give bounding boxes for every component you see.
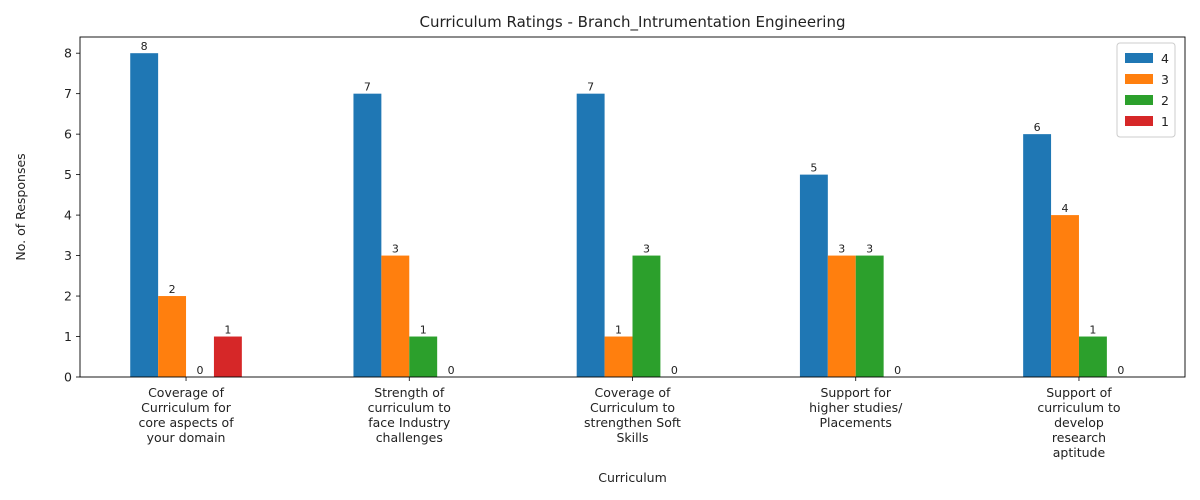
x-tick-label-line: Coverage of [595,385,672,400]
data-label: 1 [420,324,427,337]
x-tick-label-line: Strength of [374,385,445,400]
y-tick-label: 8 [64,46,72,61]
bar-series-4-cat-4 [1023,134,1052,377]
y-tick-label: 3 [64,248,72,263]
x-tick-label-line: Curriculum to [590,400,675,415]
x-tick-label: Coverage of Curriculum for core aspects of… [138,385,234,445]
bar-series-3-cat-4 [1051,215,1079,377]
y-tick-label: 4 [64,208,72,223]
data-label: 0 [448,364,455,377]
data-label: 2 [169,283,176,296]
y-tick-label: 7 [64,86,72,101]
bar-series-3-cat-1 [381,255,410,377]
x-tick-label-line: strengthen Soft [584,415,681,430]
x-tick-label: Support for higher studies/Placements [809,385,903,430]
data-label: 4 [1062,202,1069,215]
data-label: 0 [671,364,678,377]
legend-swatch-4 [1125,53,1153,63]
data-label: 0 [1117,364,1124,377]
data-label: 8 [141,40,148,53]
data-label: 3 [866,243,873,256]
bar-series-2-cat-3 [855,255,884,377]
x-tick-label-line: higher studies/ [809,400,903,415]
x-tick-label-line: your domain [147,430,226,445]
x-tick-label-line: Support for [820,385,891,400]
x-tick-label-line: aptitude [1053,445,1106,460]
data-label: 7 [587,81,594,94]
x-tick-label-line: research [1052,430,1106,445]
x-tick-label-line: Support of [1046,385,1112,400]
bar-series-3-cat-0 [158,296,187,377]
legend-label: 2 [1161,93,1169,108]
data-label: 0 [894,364,901,377]
x-tick-label-line: develop [1054,415,1104,430]
y-tick-label: 6 [64,127,72,142]
x-tick-label-line: challenges [376,430,443,445]
bar-series-2-cat-2 [632,255,661,377]
y-tick-label: 1 [64,329,72,344]
chart-title: Curriculum Ratings - Branch_Intrumentati… [420,13,846,32]
bar-series-4-cat-0 [130,53,159,377]
y-tick-label: 2 [64,289,72,304]
x-tick-label-line: face Industry [368,415,451,430]
x-tick-label-line: Skills [616,430,648,445]
x-tick-label-line: Curriculum for [141,400,232,415]
x-axis-title: Curriculum [598,470,667,485]
legend-box [1116,42,1176,138]
bar-series-4-cat-3 [799,174,828,377]
legend-label: 3 [1161,72,1169,87]
x-tick-label-line: curriculum to [1037,400,1120,415]
x-tick-label-line: Placements [820,415,892,430]
legend-swatch-2 [1125,95,1153,105]
bar-series-4-cat-1 [353,93,382,378]
y-tick-label: 0 [64,370,72,385]
data-label: 6 [1034,121,1041,134]
data-label: 1 [615,324,622,337]
legend-label: 1 [1161,114,1169,129]
data-label: 3 [643,243,650,256]
x-tick-label: Coverage of Curriculum to strengthen Soft S… [584,385,681,445]
data-label: 5 [810,162,817,175]
bar-series-2-cat-1 [409,336,438,377]
x-tick-label: Strength of curriculum to face Industry cha… [368,385,451,445]
bar-series-1-cat-0 [213,336,242,377]
x-tick-label-line: Coverage of [148,385,225,400]
bar-series-2-cat-4 [1078,336,1107,377]
bar-series-3-cat-2 [604,336,633,377]
data-label: 0 [196,364,203,377]
bar-series-4-cat-2 [576,93,605,378]
legend-swatch-3 [1125,74,1153,84]
data-label: 1 [1089,324,1096,337]
data-label: 7 [364,81,371,94]
x-tick-label-line: core aspects of [138,415,234,430]
data-label: 3 [392,243,399,256]
legend-label: 4 [1161,51,1169,66]
x-tick-label: Support of curriculum to develop research ap… [1037,385,1120,460]
data-label: 3 [838,243,845,256]
y-axis-title: No. of Responses [13,153,28,260]
legend-swatch-1 [1125,116,1153,126]
y-tick-label: 5 [64,167,72,182]
x-tick-label-line: curriculum to [368,400,451,415]
data-label: 1 [224,324,231,337]
bar-series-3-cat-3 [827,255,856,377]
